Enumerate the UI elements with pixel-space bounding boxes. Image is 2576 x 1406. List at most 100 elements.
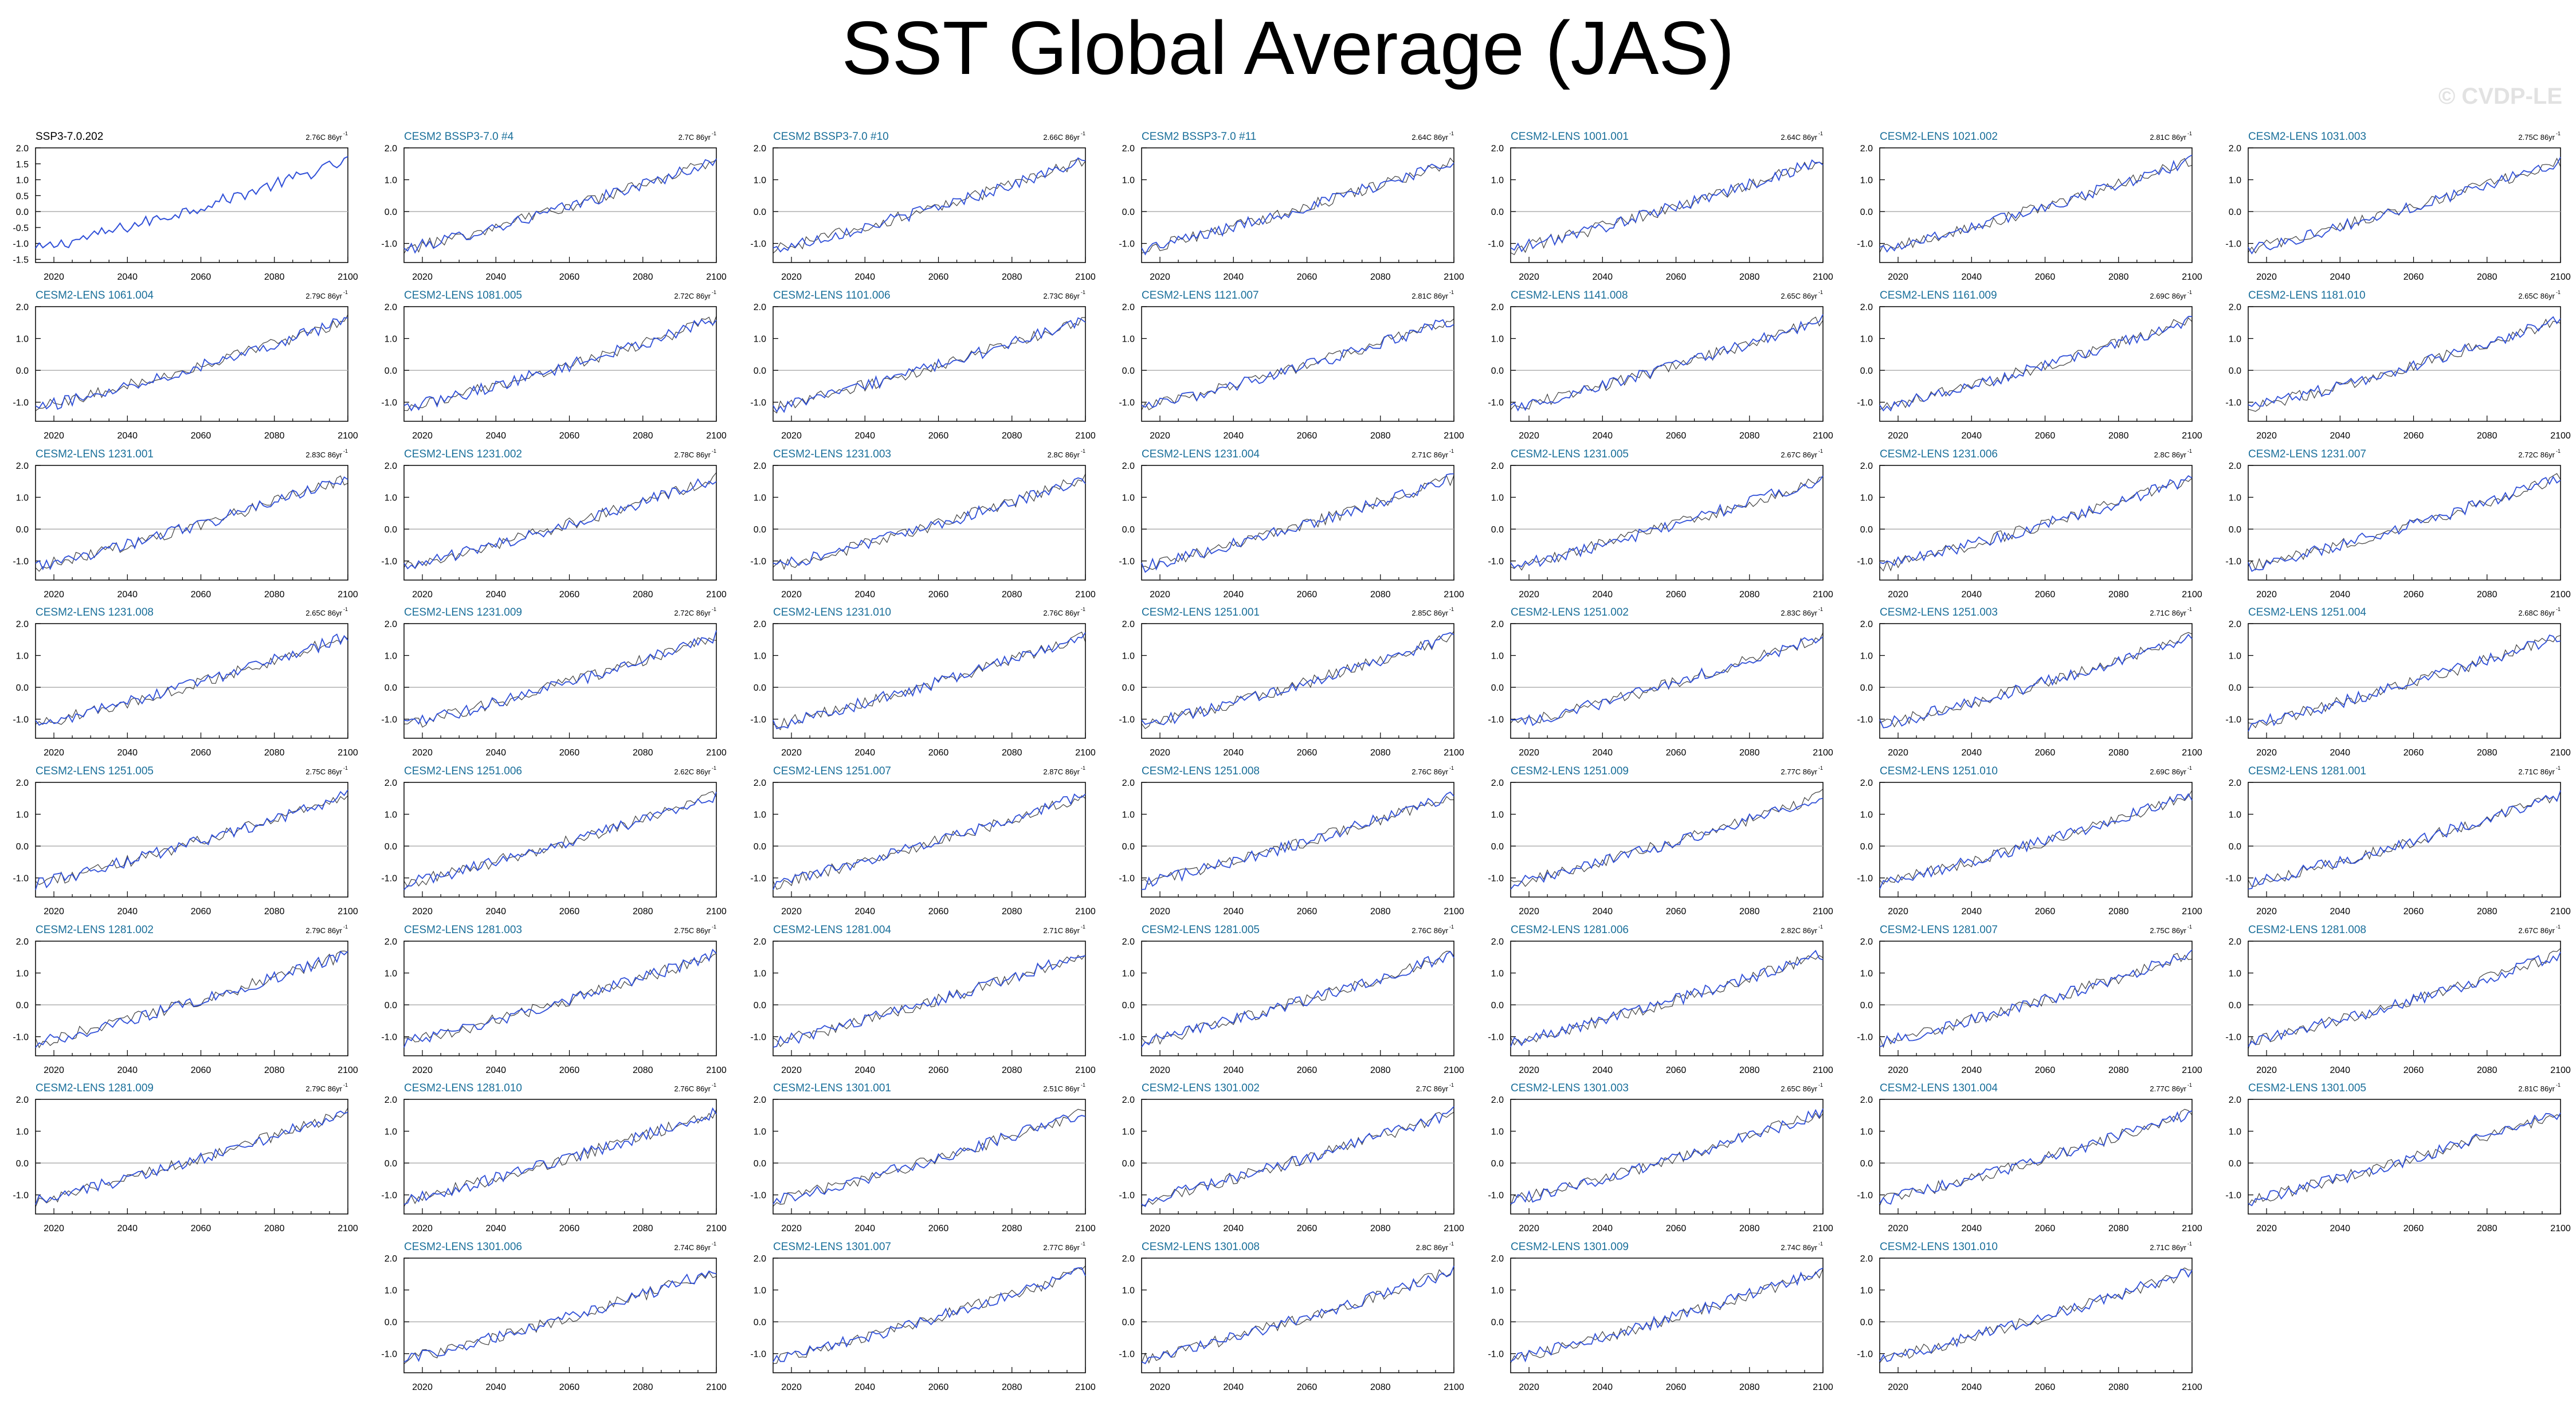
panel-title: CESM2-LENS 1301.006: [404, 1241, 522, 1253]
chart-panel: CESM2-LENS 1281.003 2.75C 86yr -1 2.0 1.0 0.0…: [381, 924, 726, 1075]
x-tick-label: 2060: [559, 907, 580, 917]
panel-trend-label: 2.8C 86yr: [1416, 1243, 1449, 1252]
y-tick-label: -1.0: [1488, 715, 1504, 725]
x-tick-label: 2080: [1002, 1224, 1022, 1233]
member-series-line: [1510, 797, 1824, 890]
panel-title: CESM2-LENS 1231.010: [773, 606, 891, 618]
y-tick-label: 1.0: [1122, 494, 1135, 503]
x-tick-label: 2060: [191, 748, 211, 758]
y-tick-label: 0.0: [1491, 207, 1504, 217]
chart-panel: CESM2-LENS 1301.004 2.77C 86yr -1 2.0 1.0 0.0…: [1857, 1082, 2202, 1233]
panel-frame: [1141, 465, 1454, 581]
x-tick-label: 2040: [1592, 431, 1613, 441]
panel-title: SSP3-7.0.202: [36, 131, 103, 143]
panel-title: CESM2-LENS 1081.005: [404, 289, 522, 301]
y-tick-label: 2.0: [2229, 778, 2241, 788]
x-tick-label: 2080: [264, 907, 285, 917]
panel-trend-label: 2.51C 86yr: [1043, 1084, 1080, 1093]
x-tick-label: 2080: [1002, 907, 1022, 917]
panel-trend-exponent: -1: [1081, 131, 1085, 136]
y-tick-label: -1.0: [13, 874, 29, 884]
panel-trend-label: 2.75C 86yr: [305, 767, 342, 776]
observed-series-line: [773, 954, 1086, 1047]
y-tick-label: 0.0: [1122, 683, 1135, 693]
chart-panel: CESM2-LENS 1081.005 2.72C 86yr -1 2.0 1.0 0.0…: [381, 289, 726, 441]
x-tick-label: 2080: [2477, 1224, 2497, 1233]
y-tick-label: 1.0: [754, 810, 766, 820]
panel-trend-exponent: -1: [343, 606, 348, 612]
chart-panel: CESM2-LENS 1061.004 2.79C 86yr -1 2.0 1.0 0.0…: [13, 289, 358, 441]
panel-frame: [2248, 306, 2561, 422]
chart-panel: CESM2-LENS 1281.002 2.79C 86yr -1 2.0 1.0 0.0…: [13, 924, 358, 1075]
chart-panel: CESM2 BSSP3-7.0 #4 2.7C 86yr -1 2.0 1.0 0.0 -1…: [381, 131, 726, 282]
panel-trend-label: 2.75C 86yr: [2150, 926, 2186, 935]
y-tick-label: 0.0: [1860, 1318, 1873, 1327]
x-tick-label: 2080: [1370, 1066, 1391, 1075]
x-tick-label: 2020: [44, 431, 64, 441]
x-tick-label: 2100: [706, 907, 727, 917]
panel-trend-label: 2.65C 86yr: [1781, 292, 1817, 300]
observed-series-line: [35, 795, 348, 886]
y-tick-label: 2.0: [754, 461, 766, 471]
x-tick-label: 2060: [2035, 431, 2056, 441]
y-tick-label: 0.0: [385, 207, 397, 217]
y-tick-label: -1.0: [750, 398, 766, 408]
y-tick-label: 1.0: [2229, 494, 2241, 503]
member-series-line: [2248, 156, 2561, 255]
chart-panel: CESM2-LENS 1301.008 2.8C 86yr -1 2.0 1.0 0.0 -…: [1119, 1241, 1464, 1392]
member-series-line: [773, 955, 1086, 1048]
panel-title: CESM2-LENS 1301.002: [1142, 1082, 1260, 1094]
member-series-line: [773, 793, 1086, 890]
x-tick-label: 2080: [1370, 907, 1391, 917]
chart-panel: CESM2 BSSP3-7.0 #11 2.64C 86yr -1 2.0 1.0 0.0…: [1119, 131, 1464, 282]
y-tick-label: 0.0: [754, 525, 766, 535]
chart-panel: CESM2-LENS 1281.008 2.67C 86yr -1 2.0 1.0 0.0…: [2225, 924, 2570, 1075]
panel-frame: [1879, 623, 2193, 739]
x-tick-label: 2020: [1888, 431, 1908, 441]
panel-trend-label: 2.7C 86yr: [1416, 1084, 1449, 1093]
y-tick-label: 0.0: [16, 366, 29, 376]
y-tick-label: 2.0: [1122, 778, 1135, 788]
y-tick-label: 0.0: [1122, 1318, 1135, 1327]
y-tick-label: 0.0: [1122, 366, 1135, 376]
member-series-line: [35, 476, 348, 571]
panel-title: CESM2-LENS 1181.010: [2248, 289, 2366, 301]
y-tick-label: 1.0: [1860, 1127, 1873, 1137]
observed-series-line: [1510, 1113, 1824, 1206]
x-tick-label: 2080: [1370, 590, 1391, 600]
panel-trend-exponent: -1: [2556, 924, 2561, 930]
y-tick-label: -1.0: [381, 874, 397, 884]
x-tick-label: 2040: [1223, 431, 1244, 441]
panel-trend-label: 2.67C 86yr: [1781, 451, 1817, 459]
y-tick-label: 0.0: [385, 525, 397, 535]
x-tick-label: 2040: [2330, 590, 2350, 600]
y-tick-label: 0.0: [2229, 842, 2241, 852]
chart-panel: CESM2-LENS 1251.007 2.87C 86yr -1 2.0 1.0 0.0…: [750, 765, 1095, 917]
observed-series-line: [403, 791, 717, 888]
chart-panel: CESM2-LENS 1141.008 2.65C 86yr -1 2.0 1.0 0.0…: [1488, 289, 1833, 441]
y-tick-label: -1.0: [13, 1033, 29, 1043]
y-tick-label: -1.0: [1857, 398, 1873, 408]
member-series-line: [1510, 475, 1824, 569]
panel-trend-label: 2.71C 86yr: [1043, 926, 1080, 935]
chart-panel: CESM2-LENS 1281.001 2.71C 86yr -1 2.0 1.0 0.0…: [2225, 765, 2570, 917]
panel-title: CESM2-LENS 1161.009: [1880, 289, 1997, 301]
x-tick-label: 2060: [2404, 1224, 2424, 1233]
x-tick-label: 2020: [44, 272, 64, 282]
x-tick-label: 2060: [1666, 907, 1687, 917]
x-tick-label: 2040: [117, 1066, 138, 1075]
x-tick-label: 2100: [1813, 748, 1833, 758]
panel-title: CESM2-LENS 1231.003: [773, 448, 891, 460]
x-tick-label: 2020: [412, 590, 433, 600]
y-tick-label: 0.0: [2229, 525, 2241, 535]
panel-frame: [1510, 306, 1824, 422]
panel-trend-exponent: -1: [1081, 606, 1085, 612]
member-series-line: [1510, 950, 1824, 1047]
x-tick-label: 2060: [559, 431, 580, 441]
x-tick-label: 2060: [1297, 1382, 1318, 1392]
x-tick-label: 2100: [1813, 590, 1833, 600]
y-tick-label: 2.0: [1860, 144, 1873, 154]
panel-trend-exponent: -1: [2187, 289, 2192, 295]
chart-panel: CESM2-LENS 1231.007 2.72C 86yr -1 2.0 1.0 0.0…: [2225, 448, 2570, 600]
y-tick-label: 1.0: [1491, 494, 1504, 503]
